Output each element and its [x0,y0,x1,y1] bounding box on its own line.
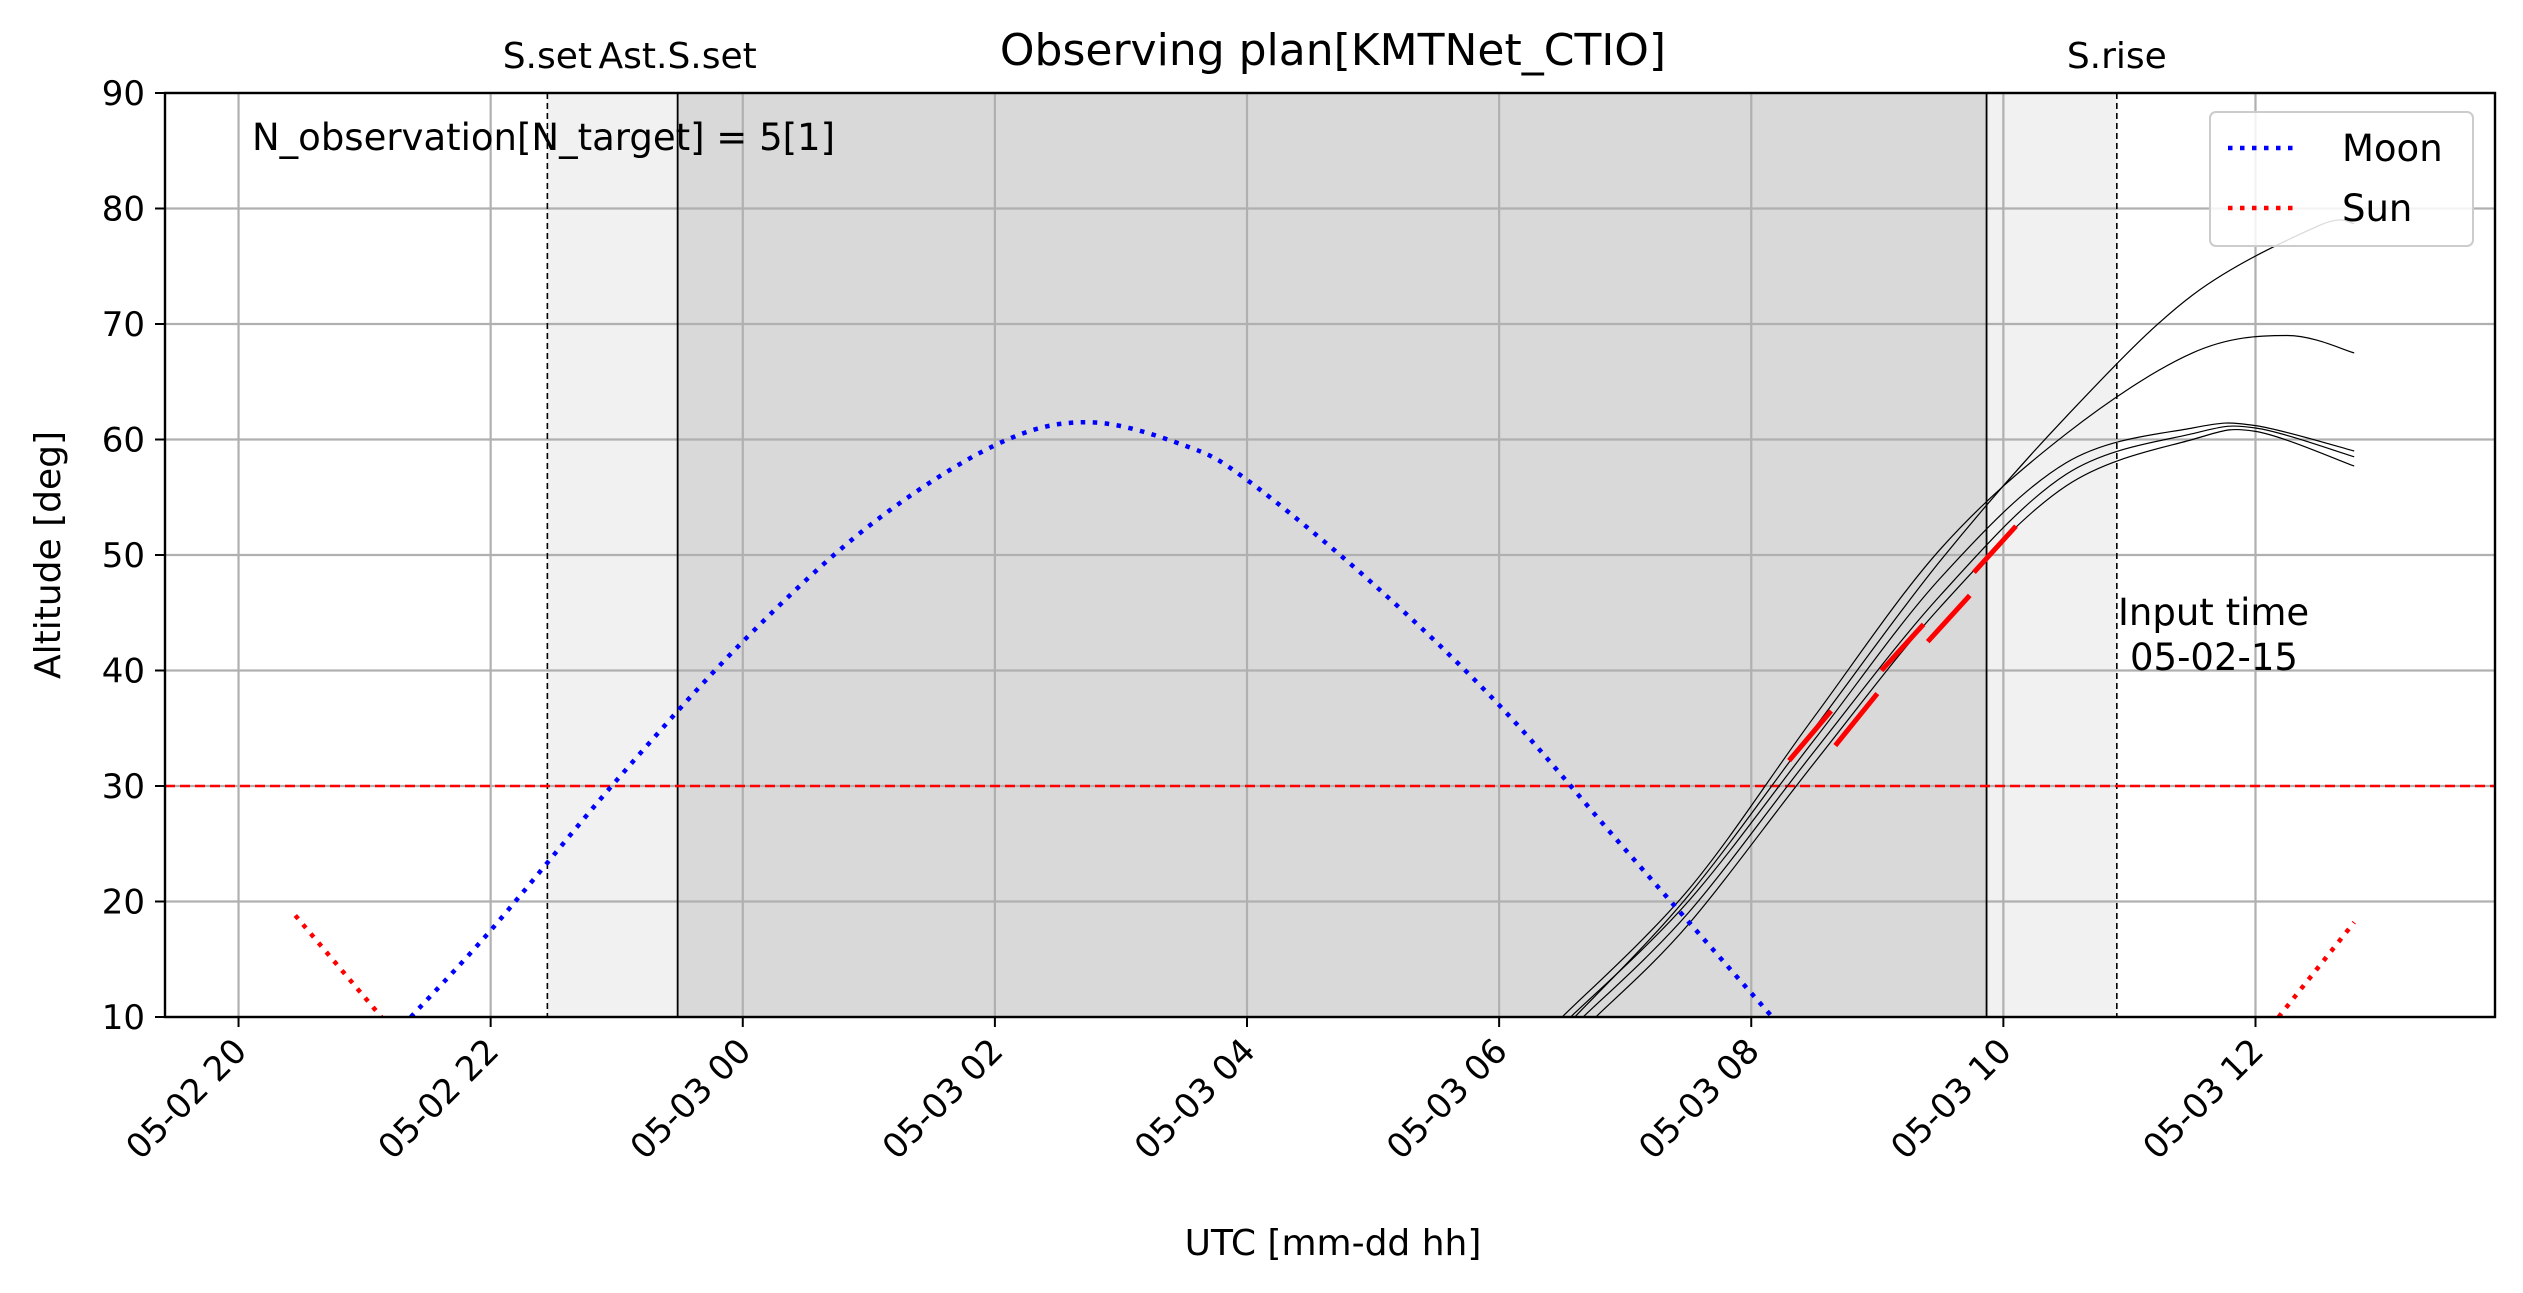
target-track-3 [1561,334,2355,1017]
target-track-0 [1570,422,2355,1017]
legend: Moon Sun [2209,111,2474,247]
legend-box [2209,111,2474,247]
y-tick-label-5: 60 [102,421,145,461]
observation-window-1 [1833,692,1880,748]
event-label-1: Ast.S.set [599,36,757,77]
y-tick-label-7: 80 [102,190,145,230]
target-track-1 [1582,425,2355,1017]
y-tick-label-3: 40 [102,652,145,692]
chart-title: Observing plan[KMTNet_CTIO] [1000,25,1666,76]
y-tick-label-0: 10 [102,998,145,1038]
target-track-2 [1595,428,2355,1017]
y-tick-label-1: 20 [102,883,145,923]
moon-altitude-line [409,419,1774,1017]
target-track-4 [1574,219,2355,1017]
legend-label-moon: Moon [2342,127,2443,170]
sun-altitude-line-1 [2276,920,2356,1017]
x-axis-label: UTC [mm-dd hh] [1185,1223,1482,1264]
event-label-3: S.rise [2067,36,2167,77]
event-labels: S.set Ast.S.set S.rise [503,36,2167,77]
y-tick-label-6: 70 [102,305,145,345]
plot-series [293,219,2356,1017]
observation-window-2 [1879,622,1926,673]
observation-window-3 [1925,593,1972,644]
observation-window-4 [1972,524,2018,575]
y-tick-label-4: 50 [102,536,145,576]
sun-altitude-line-0 [293,913,384,1017]
observation-count-annotation: N_observation[N_target] = 5[1] [252,116,835,159]
y-tick-label-8: 90 [102,74,145,114]
event-label-0: S.set [503,36,592,77]
y-axis-label: Altitude [deg] [28,431,69,679]
input-time-label: Input time [2118,591,2309,634]
y-tick-label-2: 30 [102,767,145,807]
legend-label-sun: Sun [2342,187,2412,230]
observation-window-0 [1787,709,1833,763]
input-time-value: 05-02-15 [2130,636,2298,679]
